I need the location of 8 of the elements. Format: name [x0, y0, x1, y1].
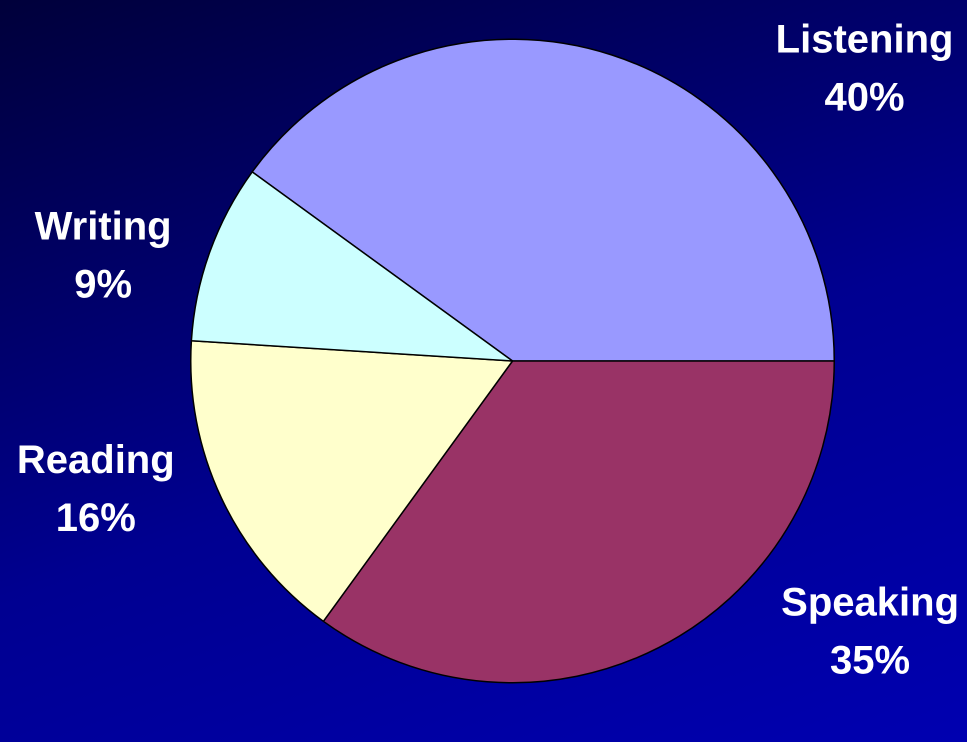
- slice-label: Speaking: [781, 580, 960, 624]
- data-label: 40%: [824, 75, 905, 120]
- data-label: 35%: [830, 638, 910, 682]
- slice-label: Reading: [16, 438, 175, 482]
- slice-label: Writing: [34, 204, 172, 248]
- data-label: 16%: [56, 496, 136, 540]
- data-label: 9%: [74, 262, 132, 306]
- slice-label: Listening: [776, 17, 954, 62]
